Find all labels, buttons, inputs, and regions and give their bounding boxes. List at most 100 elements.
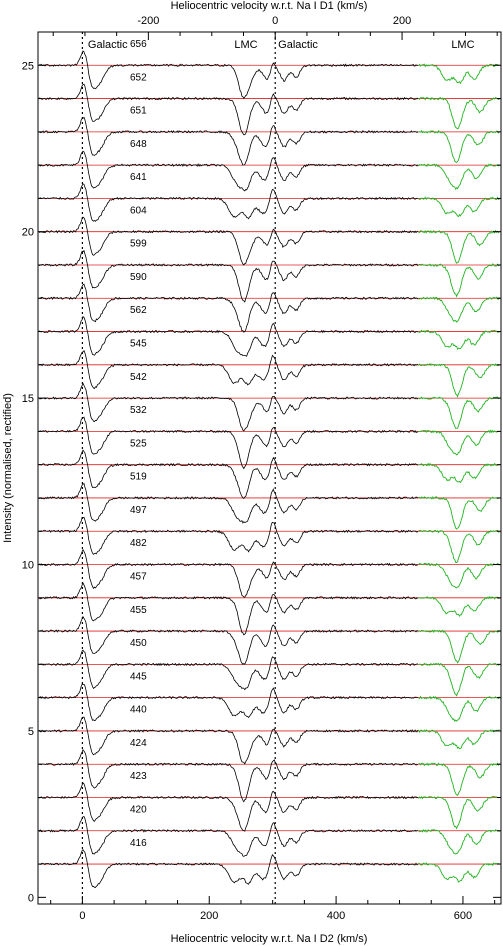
d1-spectrum-line (418, 695, 500, 723)
spectrum-id-label: 641 (130, 172, 147, 183)
left-tick-label: 15 (22, 393, 34, 405)
d1-spectrum-line (418, 462, 500, 484)
d2-spectrum-line (39, 615, 419, 666)
d1-spectrum-line (418, 363, 500, 398)
d1-spectrum-line (418, 562, 500, 589)
spectrum-id-label: 562 (130, 305, 147, 316)
bottom-tick-label: 600 (454, 910, 472, 922)
d2-spectrum-line (39, 683, 418, 722)
d1-spectrum-line (418, 662, 500, 697)
tick-labels: 0 200 400 600 -200 0 200 0 5 10 15 20 25 (22, 15, 472, 922)
bottom-tick-label: 200 (200, 910, 218, 922)
d2-spectrum-line (39, 849, 419, 888)
spectrum-id-label: 424 (130, 738, 147, 749)
d2-spectrum-line (39, 183, 419, 222)
d2-spectrum-line (38, 216, 419, 266)
d1-spectrum-line (418, 828, 500, 855)
left-tick-label: 20 (22, 227, 34, 239)
region-label: LMC (451, 39, 474, 51)
d1-spectrum-line (418, 762, 500, 797)
d1-spectrum-line (418, 329, 500, 350)
region-label: Galactic (278, 39, 318, 51)
region-label: Galactic (88, 39, 128, 51)
d2-spectrum-line (39, 83, 419, 136)
d1-spectrum-line (418, 496, 500, 530)
top-tick-label: -200 (137, 15, 159, 27)
spectrum-id-label: 545 (130, 339, 147, 350)
spectrum-id-label: 445 (130, 671, 147, 682)
d2-spectrum-line (38, 716, 419, 765)
spectrum-id-label: 652 (130, 72, 147, 83)
spectrum-id-labels: 416 420 423 424 440 445 450 455 457 482 497 519 525 5… (130, 39, 147, 849)
left-axis-label: Intensity (normalised, rectified) (2, 393, 14, 543)
d2-spectrum-line (39, 449, 419, 500)
left-tick-label: 25 (22, 60, 34, 72)
top-tick-label: 200 (393, 15, 411, 27)
plot-frame (37, 31, 502, 905)
spectrum-id-label: 497 (130, 505, 147, 516)
d1-spectrum-line (418, 229, 500, 264)
reference-lines (81, 32, 276, 904)
d2-spectrum-line (39, 516, 419, 555)
region-label: LMC (234, 39, 257, 51)
d2-spectrum-line (38, 548, 419, 598)
d2-spectrum-line (39, 349, 419, 390)
spectrum-id-label: 457 (130, 571, 147, 582)
d1-spectrum-line (418, 196, 500, 218)
spectrum-id-label: 651 (130, 106, 147, 117)
spectrum-id-label: 416 (130, 838, 147, 849)
d1-spectrum-line (418, 429, 500, 456)
d1-spectrum-line (418, 263, 500, 298)
left-tick-label: 10 (22, 560, 34, 572)
d2-spectrum-line (39, 283, 419, 333)
top-axis-label: Heliocentric velocity w.r.t. Na I D1 (km… (171, 0, 368, 12)
d2-spectrum-line (39, 782, 419, 832)
d2-spectrum-line (38, 150, 419, 192)
spectrum-id-label: 590 (130, 272, 147, 283)
spectrum-id-label: 519 (130, 472, 147, 483)
d2-spectrum-line (39, 50, 419, 99)
spectrum-id-label: 440 (130, 705, 147, 716)
top-tick-label: 0 (272, 15, 278, 27)
d1-spectrum-line (418, 729, 500, 750)
d2-spectrum-line (38, 482, 419, 524)
left-tick-label: 5 (28, 726, 34, 738)
bottom-axis-label: Heliocentric velocity w.r.t. Na I D2 (km… (171, 933, 368, 945)
left-tick-label: 0 (28, 892, 34, 904)
d1-spectrum-line (418, 129, 500, 164)
d1-spectrum-line (418, 795, 500, 830)
d2-spectra (38, 50, 419, 888)
spectrum-id-label: 525 (130, 438, 147, 449)
d1-spectrum-line (418, 296, 500, 323)
spectrum-id-label: 482 (130, 538, 147, 549)
d2-spectrum-line (38, 816, 418, 857)
d2-spectrum-line (39, 582, 419, 636)
d1-spectrum-line (418, 629, 500, 664)
d2-spectrum-line (39, 382, 418, 432)
d2-spectrum-line (38, 249, 419, 303)
d1-spectra (418, 63, 500, 883)
spectrum-id-label: 604 (130, 205, 147, 216)
spectrum-id-label: 423 (130, 771, 147, 782)
d1-spectrum-line (418, 63, 500, 85)
bottom-tick-label: 0 (79, 910, 85, 922)
region-labels: Galactic LMC Galactic LMC (88, 39, 475, 51)
spectrum-id-label: 656 (130, 39, 147, 50)
spectrum-id-label: 648 (130, 139, 147, 150)
d2-spectrum-line (39, 416, 419, 470)
spectrum-id-label: 532 (130, 405, 147, 416)
d2-spectrum-line (39, 116, 419, 166)
bottom-tick-label: 400 (327, 910, 345, 922)
d2-spectrum-line (39, 316, 418, 357)
d1-spectrum-line (418, 163, 500, 191)
d2-spectrum-line (39, 748, 419, 803)
d1-spectrum-line (418, 396, 500, 430)
spectrum-id-label: 542 (130, 372, 147, 383)
spectrum-id-label: 420 (130, 804, 147, 815)
d2-spectrum-line (39, 649, 418, 691)
d1-spectrum-line (418, 529, 500, 563)
spectrum-id-label: 455 (130, 605, 147, 616)
d1-spectrum-line (418, 595, 500, 617)
spectrum-id-label: 450 (130, 638, 147, 649)
